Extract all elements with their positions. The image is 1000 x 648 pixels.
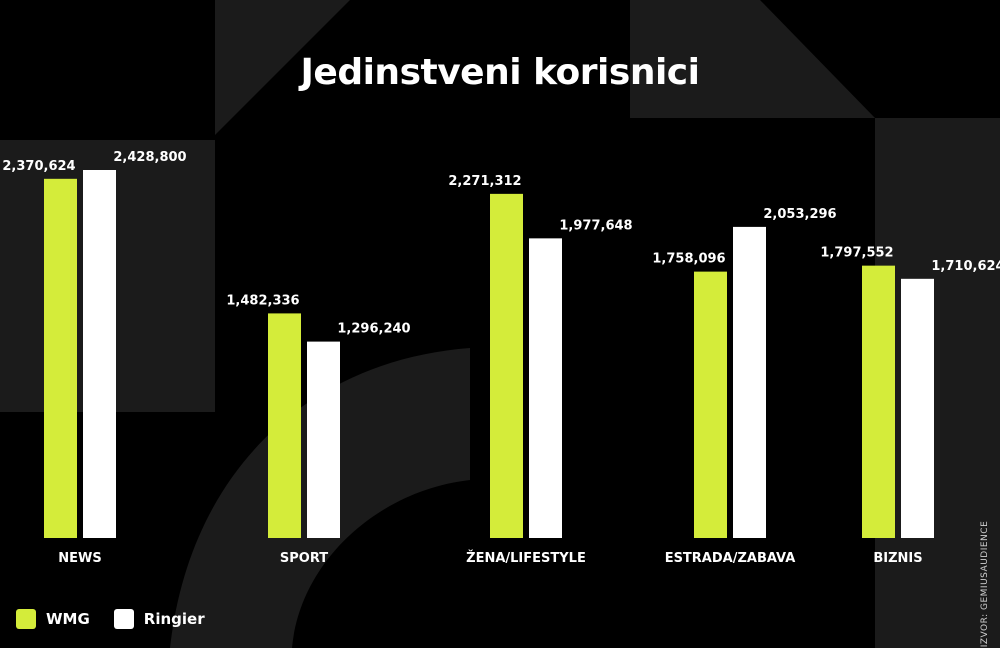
value-label-ringier-0: 2,428,800 — [113, 150, 186, 165]
labels-layer: 2,370,624 2,428,800 NEWS 1,482,336 1,296,240… — [2, 150, 1000, 566]
category-label-4: BIZNIS — [873, 551, 922, 566]
bar-wmg-1 — [268, 313, 301, 538]
value-label-wmg-0: 2,370,624 — [2, 159, 75, 174]
bar-ringier-0 — [83, 170, 116, 538]
source-note: IZVOR: GEMIUSAUDIENCE — [980, 520, 990, 648]
bg-shape-top-band — [215, 0, 350, 135]
value-label-ringier-2: 1,977,648 — [559, 218, 632, 233]
bar-wmg-4 — [862, 265, 895, 538]
legend-item-wmg: WMG — [16, 609, 90, 629]
category-label-1: SPORT — [280, 551, 328, 566]
value-label-ringier-1: 1,296,240 — [337, 322, 410, 337]
chart-title: Jedinstveni korisnici — [300, 52, 700, 93]
value-label-ringier-3: 2,053,296 — [763, 207, 836, 222]
value-label-wmg-4: 1,797,552 — [820, 246, 893, 261]
bg-shape-top-right — [630, 0, 875, 118]
legend-label-wmg: WMG — [46, 610, 90, 628]
bar-wmg-0 — [44, 178, 77, 538]
bar-ringier-4 — [901, 278, 934, 538]
category-label-0: NEWS — [58, 551, 101, 566]
bar-ringier-3 — [733, 226, 766, 539]
legend: WMG Ringier — [16, 609, 229, 629]
bar-wmg-3 — [694, 271, 727, 538]
value-label-wmg-3: 1,758,096 — [652, 252, 725, 267]
legend-label-ringier: Ringier — [143, 610, 205, 628]
bar-ringier-1 — [307, 341, 340, 538]
value-label-wmg-1: 1,482,336 — [226, 293, 299, 308]
legend-swatch-ringier — [113, 609, 134, 629]
bar-ringier-2 — [529, 238, 562, 538]
value-label-wmg-2: 2,271,312 — [448, 174, 521, 189]
category-label-3: ESTRADA/ZABAVA — [665, 551, 796, 566]
bar-wmg-2 — [490, 193, 523, 538]
category-label-2: ŽENA/LIFESTYLE — [466, 550, 586, 566]
value-label-ringier-4: 1,710,624 — [931, 259, 1000, 274]
bars-layer — [44, 170, 934, 539]
legend-item-ringier: Ringier — [113, 609, 205, 629]
legend-swatch-wmg — [16, 609, 36, 629]
